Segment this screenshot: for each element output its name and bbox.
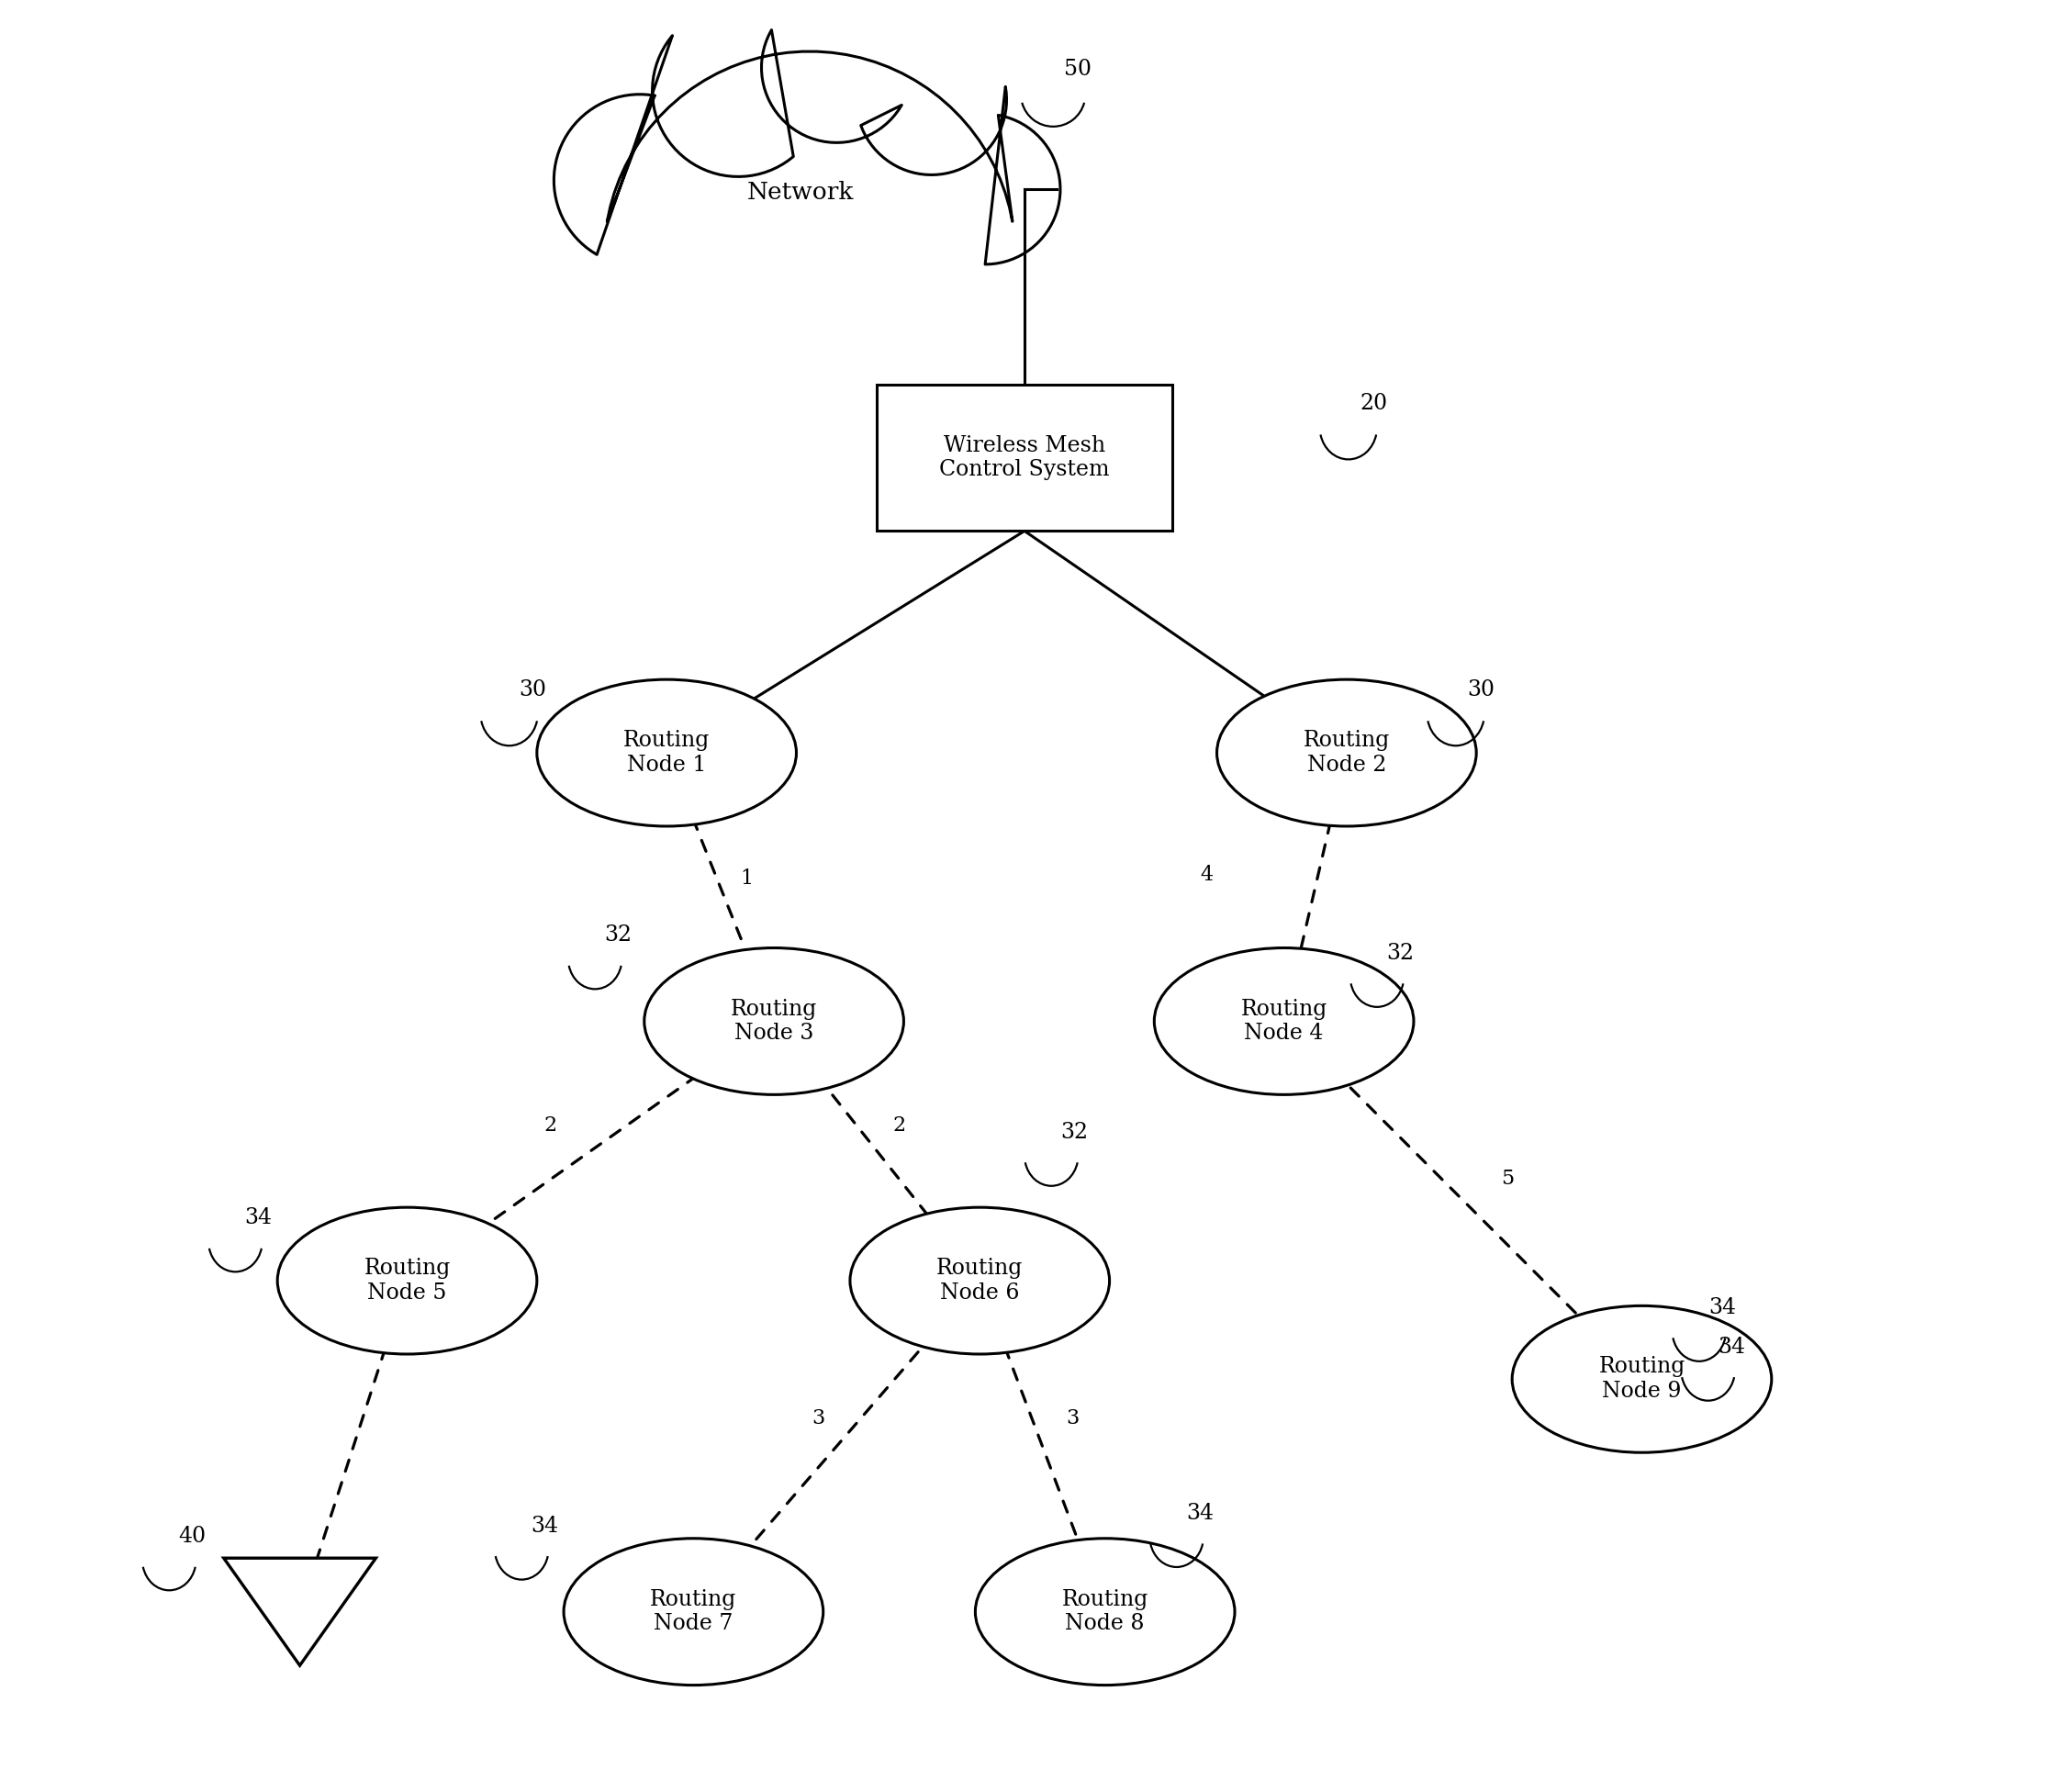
Text: 34: 34 (1186, 1503, 1213, 1523)
Ellipse shape (1154, 948, 1414, 1095)
Text: 32: 32 (604, 925, 633, 946)
Text: Routing
Node 2: Routing Node 2 (1303, 729, 1389, 776)
Text: Routing
Node 7: Routing Node 7 (650, 1590, 738, 1634)
Text: Wireless Mesh
Control System: Wireless Mesh Control System (938, 435, 1111, 480)
Text: 34: 34 (1717, 1337, 1746, 1358)
Text: 5: 5 (1502, 1168, 1514, 1188)
Text: Routing
Node 1: Routing Node 1 (623, 729, 709, 776)
Text: 32: 32 (1387, 943, 1414, 964)
Text: 34: 34 (531, 1516, 559, 1536)
Text: 20: 20 (1361, 392, 1387, 414)
Text: 2: 2 (543, 1115, 557, 1134)
Text: 4: 4 (1201, 864, 1213, 885)
Ellipse shape (277, 1208, 537, 1355)
Text: Routing
Node 6: Routing Node 6 (936, 1258, 1022, 1303)
Polygon shape (223, 1557, 375, 1665)
Text: 30: 30 (518, 679, 547, 701)
Ellipse shape (850, 1208, 1109, 1355)
Text: Routing
Node 3: Routing Node 3 (731, 998, 818, 1045)
Text: 30: 30 (1467, 679, 1494, 701)
Ellipse shape (1217, 679, 1477, 826)
Text: 34: 34 (244, 1208, 273, 1229)
Ellipse shape (537, 679, 797, 826)
Text: 40: 40 (178, 1527, 207, 1546)
Text: Routing
Node 9: Routing Node 9 (1598, 1357, 1684, 1401)
Ellipse shape (1512, 1306, 1772, 1453)
Text: Routing
Node 4: Routing Node 4 (1240, 998, 1328, 1045)
Text: 1: 1 (740, 867, 754, 889)
Ellipse shape (643, 948, 904, 1095)
Ellipse shape (975, 1538, 1236, 1684)
Text: Routing
Node 8: Routing Node 8 (1061, 1590, 1147, 1634)
Text: Routing
Node 5: Routing Node 5 (365, 1258, 451, 1303)
Text: Network: Network (748, 181, 854, 204)
Text: 34: 34 (1709, 1297, 1736, 1319)
Ellipse shape (563, 1538, 824, 1684)
Text: 3: 3 (811, 1409, 826, 1428)
Text: 50: 50 (1063, 59, 1092, 81)
Text: 3: 3 (1065, 1409, 1080, 1428)
Text: 32: 32 (1061, 1122, 1088, 1143)
FancyBboxPatch shape (877, 383, 1172, 530)
Text: 2: 2 (893, 1115, 906, 1134)
